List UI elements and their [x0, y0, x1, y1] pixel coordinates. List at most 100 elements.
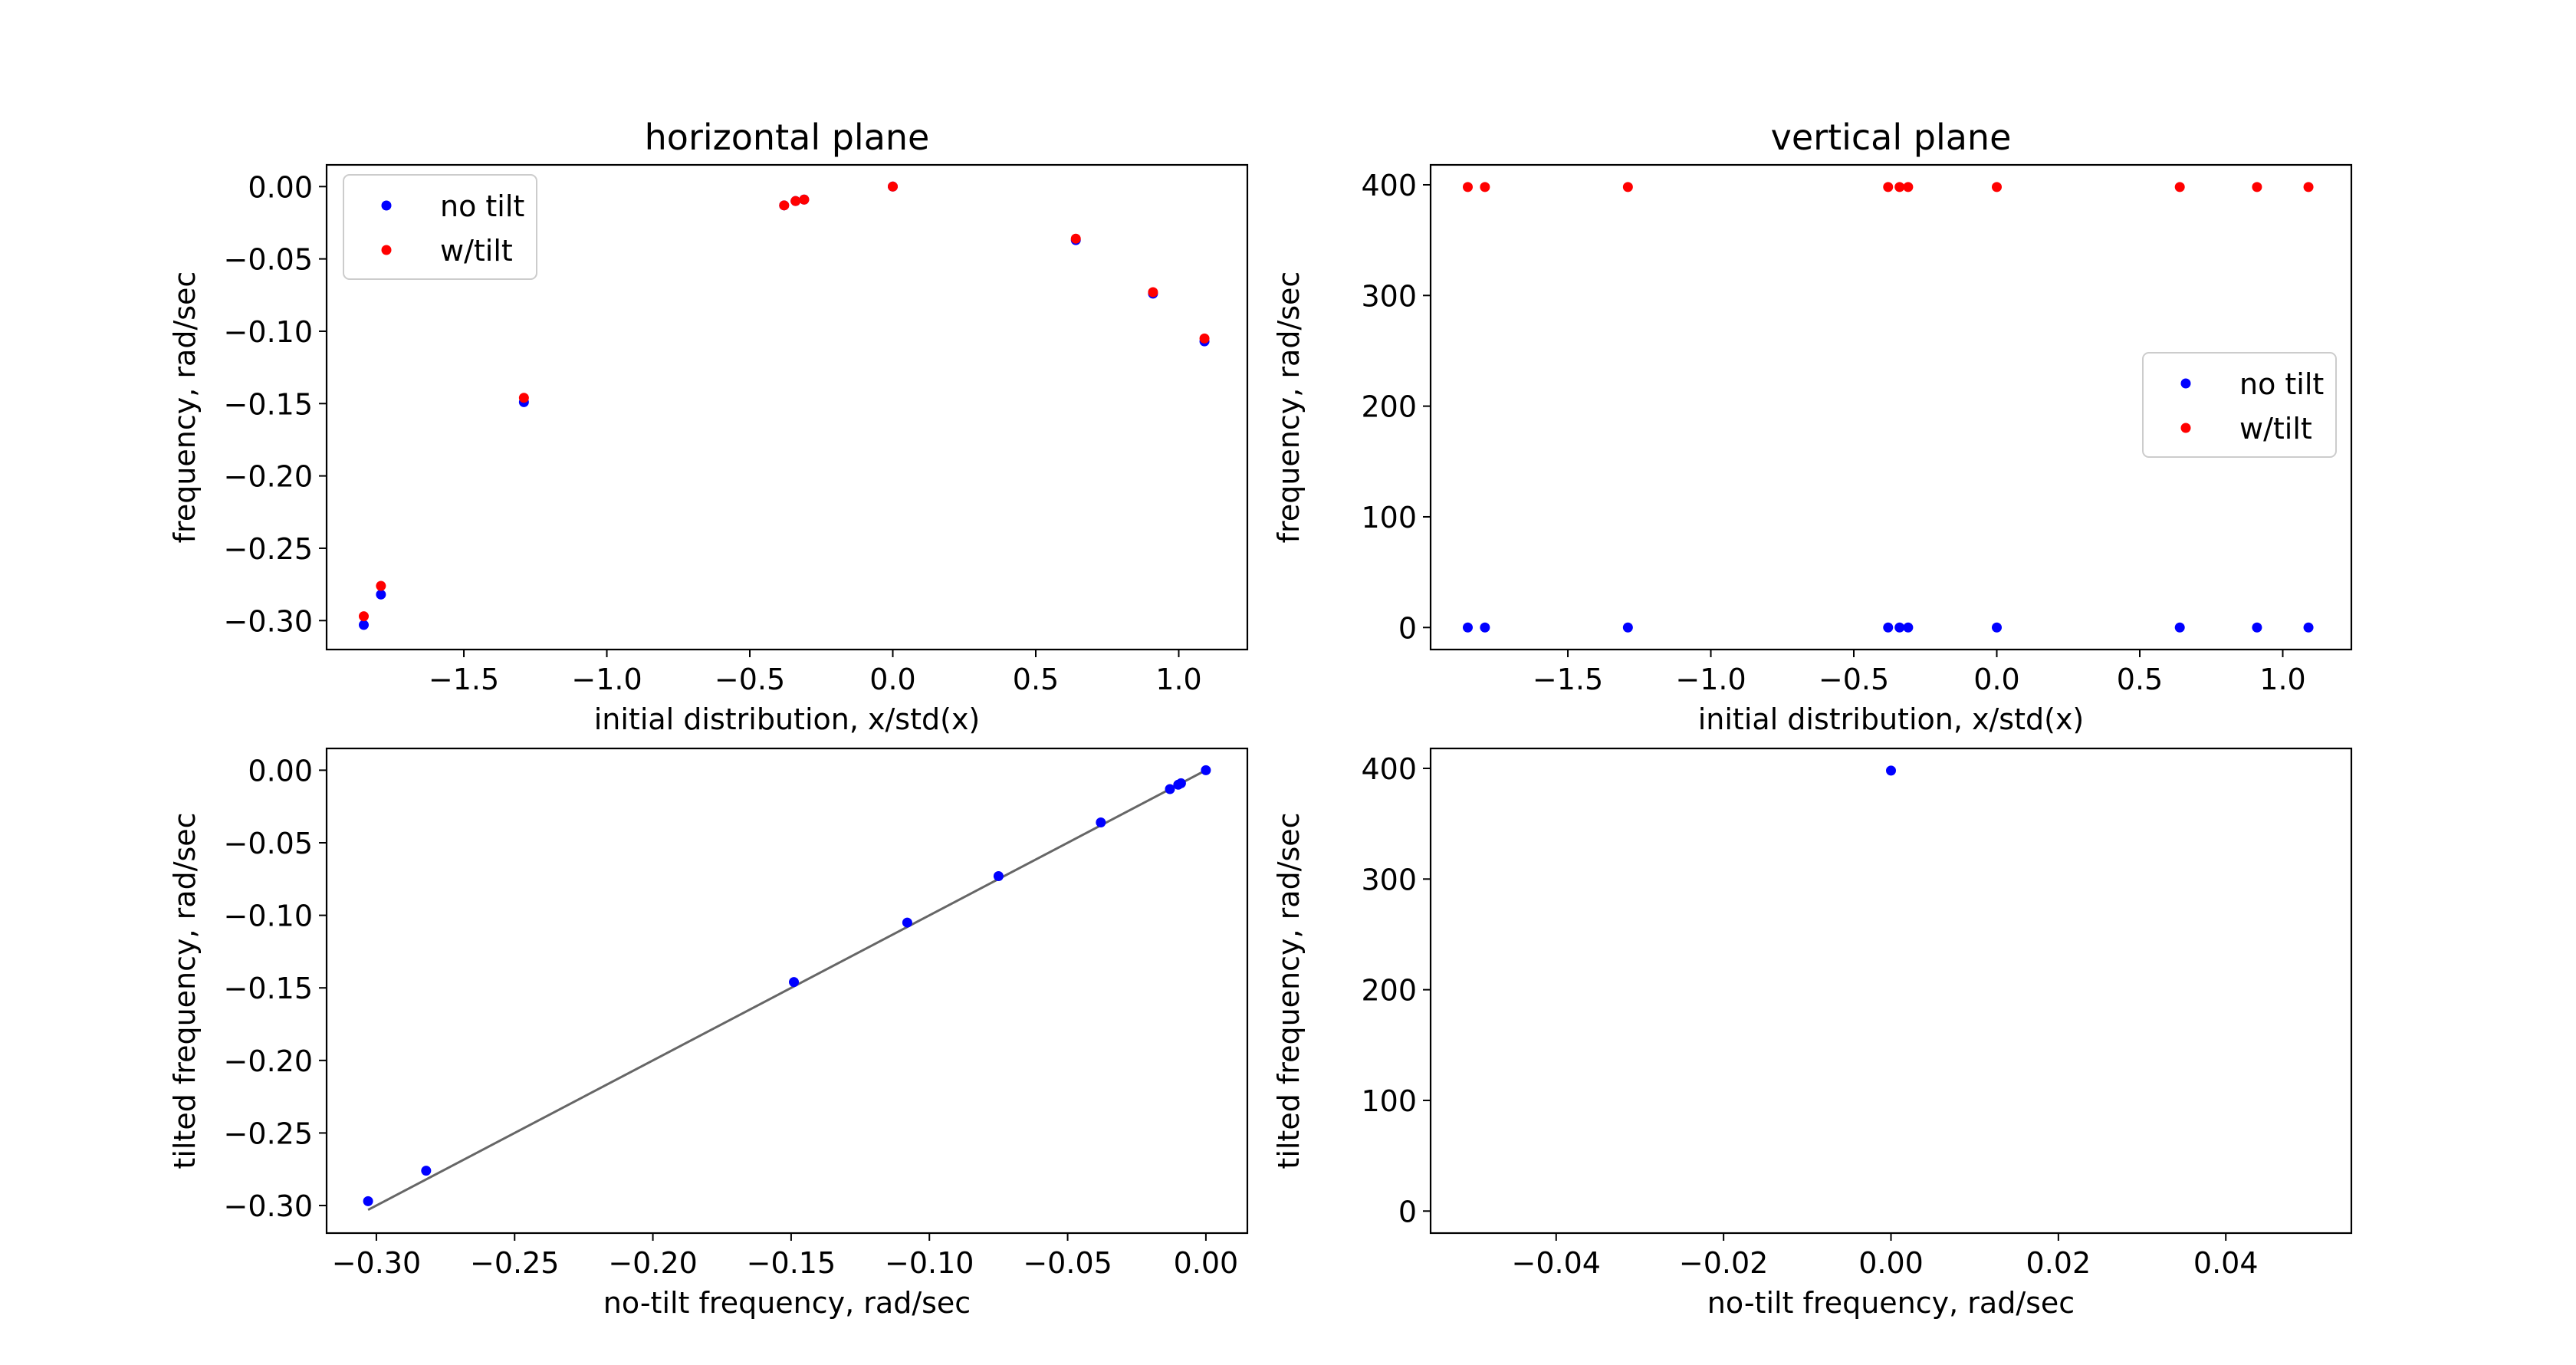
y-axis-label: tilted frequency, rad/sec — [1272, 812, 1306, 1169]
data-point — [2252, 182, 2262, 192]
x-axis-label: no-tilt frequency, rad/sec — [1707, 1286, 2075, 1320]
legend-marker — [381, 200, 392, 211]
legend-box — [2142, 352, 2337, 458]
x-tick-label: −0.30 — [332, 1246, 421, 1280]
x-tick-label: −0.20 — [608, 1246, 697, 1280]
x-tick-label: −1.5 — [1533, 663, 1603, 696]
data-point — [1992, 622, 2003, 633]
y-tick-label: −0.20 — [224, 460, 313, 494]
y-tick-label: −0.25 — [224, 1117, 313, 1150]
data-point — [1462, 622, 1473, 633]
x-tick-label: 0.04 — [2193, 1246, 2259, 1280]
y-tick-label: 0.00 — [248, 170, 313, 204]
y-axis-label: frequency, rad/sec — [168, 271, 202, 544]
y-tick-label: −0.10 — [224, 315, 313, 349]
data-point — [1175, 778, 1186, 788]
y-tick-label: −0.15 — [224, 387, 313, 421]
y-tick-label: −0.15 — [224, 972, 313, 1005]
x-tick-label: 1.0 — [1155, 663, 1201, 696]
y-tick-label: 0 — [1398, 1195, 1417, 1228]
x-tick-label: −0.04 — [1512, 1246, 1601, 1280]
y-tick-label: 400 — [1361, 752, 1417, 786]
data-point — [789, 977, 800, 988]
data-point — [1903, 622, 1914, 633]
y-tick-label: 0 — [1398, 611, 1417, 645]
data-point — [1903, 182, 1914, 192]
y-tick-label: 0.00 — [248, 754, 313, 788]
y-axis-label: tilted frequency, rad/sec — [168, 812, 202, 1169]
data-point — [1480, 622, 1490, 633]
data-point — [1883, 182, 1894, 192]
data-point — [799, 194, 810, 205]
series-0 — [363, 765, 1211, 1206]
x-tick-label: −1.0 — [1675, 663, 1746, 696]
data-point — [363, 1196, 373, 1206]
y-tick-label: 200 — [1361, 974, 1417, 1008]
data-point — [1622, 622, 1633, 633]
x-tick-label: 0.02 — [2026, 1246, 2091, 1280]
legend-label: w/tilt — [2239, 412, 2312, 446]
data-point — [1894, 182, 1905, 192]
panel-top-left: −1.5 −1.0 −0.5 0.0 0.5 1.0 0.00 −0.05 −0.10 −0.15… — [168, 117, 1249, 736]
legend-label: no tilt — [2239, 367, 2324, 401]
data-point — [2252, 622, 2262, 633]
y-tick-label: 300 — [1361, 279, 1417, 313]
x-tick-label: −1.0 — [571, 663, 642, 696]
x-tick-label: −0.25 — [470, 1246, 559, 1280]
series-0 — [1886, 765, 1896, 776]
data-point — [1886, 765, 1896, 776]
y-tick-label: −0.30 — [224, 1189, 313, 1223]
y-tick-label: −0.10 — [224, 900, 313, 933]
panels: −1.5 −1.0 −0.5 0.0 0.5 1.00.00−0.05−0.10−0.15… — [168, 117, 2353, 1320]
y-tick-label: −0.20 — [224, 1044, 313, 1078]
x-tick-label: −0.05 — [1023, 1246, 1112, 1280]
data-point — [1894, 622, 1905, 633]
data-point — [1096, 817, 1106, 828]
legend-marker — [2180, 423, 2191, 433]
y-axis-label: frequency, rad/sec — [1272, 271, 1306, 544]
y-tick-label: −0.05 — [224, 827, 313, 860]
x-tick-label: 0.00 — [1174, 1246, 1239, 1280]
x-tick-label: −0.5 — [1819, 663, 1889, 696]
x-tick-label: 0.0 — [1973, 663, 2019, 696]
legend-label: no tilt — [440, 189, 524, 223]
x-tick-label: 0.0 — [869, 663, 915, 696]
data-point — [1883, 622, 1894, 633]
y-tick-label: 100 — [1361, 1084, 1417, 1118]
data-point — [1992, 182, 2003, 192]
x-axis-label: initial distribution, x/std(x) — [1698, 702, 2085, 736]
data-point — [2303, 622, 2314, 633]
plot-frame — [325, 747, 1249, 1235]
legend-marker — [381, 245, 392, 255]
legend-label: w/tilt — [440, 234, 513, 268]
plot-frame — [325, 163, 1249, 651]
x-tick-label: 0.00 — [1858, 1246, 1924, 1280]
legend: no tilt w/tilt — [343, 174, 537, 280]
x-axis-label: initial distribution, x/std(x) — [594, 702, 981, 736]
x-tick-label: 1.0 — [2259, 663, 2305, 696]
y-tick-label: −0.05 — [224, 243, 313, 277]
panel-title: horizontal plane — [645, 117, 930, 158]
x-tick-label: −0.02 — [1679, 1246, 1768, 1280]
y-tick-label: −0.30 — [224, 604, 313, 638]
x-tick-label: −0.5 — [715, 663, 785, 696]
x-tick-label: −0.15 — [747, 1246, 836, 1280]
y-tick-label: 100 — [1361, 501, 1417, 534]
y-tick-label: −0.25 — [224, 532, 313, 566]
data-point — [2303, 182, 2314, 192]
data-point — [1148, 287, 1158, 298]
data-point — [1462, 182, 1473, 192]
legend-marker — [2180, 378, 2191, 389]
data-point — [1201, 765, 1211, 775]
data-point — [1199, 333, 1210, 344]
data-point — [2174, 622, 2185, 633]
panel-bottom-left: −0.30 −0.25 −0.20 −0.15 −0.10 −0.05 0.00 0.00 −0… — [168, 747, 1249, 1320]
data-point — [902, 917, 912, 928]
data-point — [2174, 182, 2185, 192]
data-point — [1480, 182, 1490, 192]
data-point — [779, 200, 790, 211]
x-tick-label: 0.5 — [1013, 663, 1059, 696]
x-tick-label: −1.5 — [429, 663, 499, 696]
panel-title: vertical plane — [1771, 117, 2012, 158]
